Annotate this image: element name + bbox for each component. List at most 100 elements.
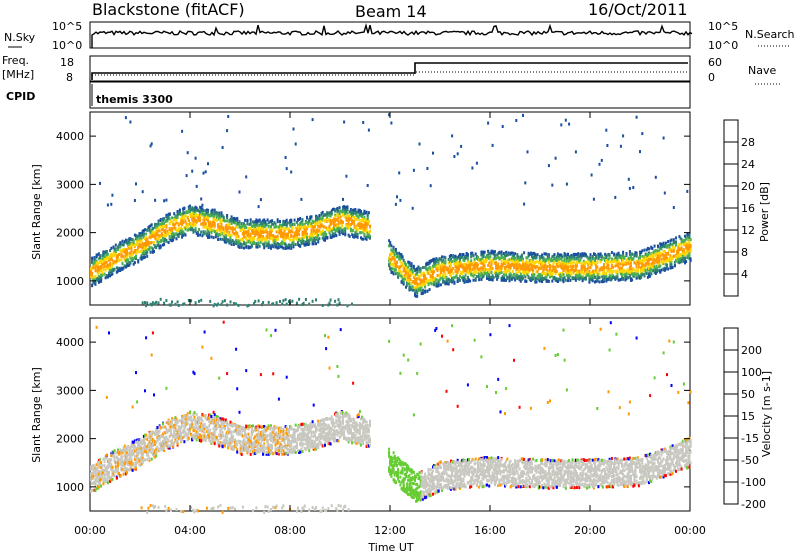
data-point xyxy=(319,225,322,229)
data-point xyxy=(405,263,407,267)
data-point xyxy=(664,252,667,255)
data-point xyxy=(405,274,407,278)
data-point xyxy=(399,269,402,273)
data-point xyxy=(106,252,109,256)
data-point xyxy=(522,260,524,263)
data-point xyxy=(411,288,414,292)
data-point xyxy=(333,224,335,228)
data-point xyxy=(525,267,528,271)
data-point xyxy=(480,253,483,257)
data-point xyxy=(115,259,118,263)
data-point xyxy=(573,256,576,260)
data-point xyxy=(519,258,522,262)
data-point xyxy=(335,226,338,230)
data-point xyxy=(149,229,152,233)
data-point xyxy=(510,277,513,281)
data-point xyxy=(257,205,260,209)
data-point xyxy=(133,458,136,461)
data-point xyxy=(129,466,132,470)
data-point xyxy=(243,222,245,226)
data-point xyxy=(474,269,477,273)
data-point xyxy=(123,258,126,262)
data-point xyxy=(345,224,348,228)
data-point xyxy=(99,276,101,280)
data-point xyxy=(347,226,350,230)
data-point xyxy=(249,221,252,225)
data-point xyxy=(673,264,676,268)
data-point xyxy=(115,469,118,473)
data-point xyxy=(546,264,549,268)
data-point xyxy=(432,264,434,268)
data-point xyxy=(243,240,245,244)
data-point xyxy=(336,209,339,213)
data-point xyxy=(351,218,353,222)
data-point xyxy=(214,211,217,214)
data-point xyxy=(490,261,493,265)
data-point xyxy=(92,275,95,279)
data-point xyxy=(216,303,218,307)
data-point xyxy=(92,464,95,467)
noise-left-tick-bottom: 10^0 xyxy=(52,39,82,52)
data-point xyxy=(594,253,596,256)
data-point xyxy=(183,211,186,215)
date-title: 16/Oct/2011 xyxy=(588,0,688,19)
data-point xyxy=(667,252,670,256)
data-point xyxy=(141,246,144,250)
data-point xyxy=(463,269,466,272)
data-point xyxy=(232,227,235,231)
data-point xyxy=(124,446,127,450)
data-point xyxy=(673,246,676,250)
data-point xyxy=(607,260,610,264)
data-point xyxy=(459,257,461,261)
data-point xyxy=(519,272,522,276)
data-point xyxy=(167,241,170,244)
data-point xyxy=(596,270,599,274)
data-point xyxy=(398,251,401,255)
data-point xyxy=(514,263,517,267)
data-point xyxy=(276,218,279,222)
data-point xyxy=(225,240,227,244)
data-point xyxy=(456,267,459,270)
data-point xyxy=(604,252,607,256)
data-point xyxy=(457,254,460,258)
data-point xyxy=(92,266,95,270)
data-point xyxy=(167,212,170,216)
data-point xyxy=(313,222,316,226)
data-point xyxy=(358,219,361,222)
data-point xyxy=(202,209,205,213)
data-point xyxy=(301,218,304,222)
data-point xyxy=(138,244,141,248)
data-point xyxy=(428,265,431,269)
data-point xyxy=(393,259,396,263)
data-point xyxy=(415,268,418,271)
data-point xyxy=(414,280,416,284)
data-point xyxy=(93,259,96,263)
data-point xyxy=(127,258,130,262)
data-point xyxy=(572,264,575,268)
data-point xyxy=(100,264,103,268)
data-point xyxy=(358,224,361,228)
data-point xyxy=(228,240,231,244)
data-point xyxy=(418,287,421,291)
data-point xyxy=(304,240,307,244)
data-point xyxy=(132,251,135,254)
data-point xyxy=(669,264,672,268)
data-point xyxy=(101,259,104,263)
data-point xyxy=(411,285,414,289)
data-point xyxy=(615,271,618,274)
data-point xyxy=(564,118,567,122)
data-point xyxy=(576,270,578,274)
data-point xyxy=(597,276,600,280)
data-point xyxy=(302,241,305,245)
data-point xyxy=(491,260,494,264)
data-point xyxy=(603,278,605,281)
data-point xyxy=(455,274,458,278)
data-point xyxy=(664,263,667,267)
data-point xyxy=(416,272,419,276)
data-point xyxy=(635,253,638,257)
data-point xyxy=(569,278,572,282)
data-point xyxy=(465,269,468,273)
data-point xyxy=(226,219,229,223)
data-point xyxy=(308,302,311,306)
data-point xyxy=(109,258,112,262)
